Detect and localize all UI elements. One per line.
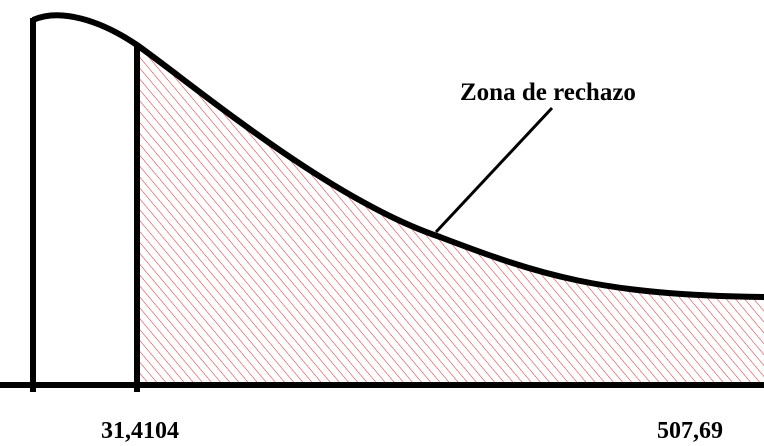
critical-value-label: 31,4104 — [101, 418, 179, 444]
annotation: Zona de rechazo — [460, 79, 636, 106]
right-value-label: 507,69 — [657, 418, 723, 444]
density-curve — [31, 12, 764, 300]
annotation-leader — [434, 106, 554, 234]
rejection-zone-hatch — [137, 45, 764, 385]
